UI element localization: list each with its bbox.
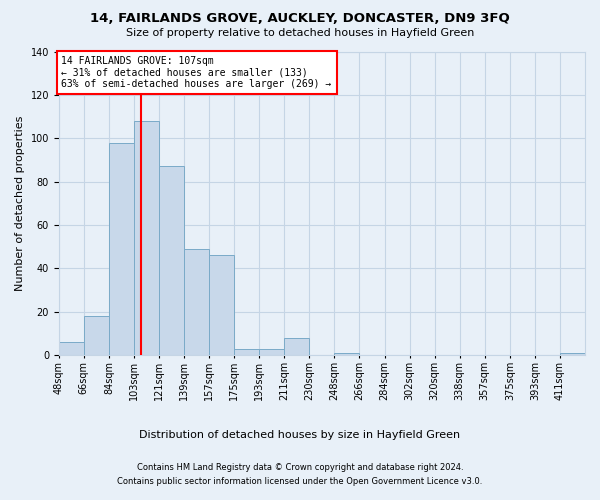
Bar [59, 342, 84, 355]
Bar [284, 338, 310, 355]
Bar [109, 142, 134, 355]
Bar [134, 121, 159, 355]
Bar [84, 316, 109, 355]
Bar [234, 348, 259, 355]
Bar [184, 249, 209, 355]
Text: Contains HM Land Registry data © Crown copyright and database right 2024.: Contains HM Land Registry data © Crown c… [137, 463, 463, 472]
Bar [560, 353, 585, 355]
Text: 14, FAIRLANDS GROVE, AUCKLEY, DONCASTER, DN9 3FQ: 14, FAIRLANDS GROVE, AUCKLEY, DONCASTER,… [90, 12, 510, 26]
Y-axis label: Number of detached properties: Number of detached properties [15, 116, 25, 291]
Text: Size of property relative to detached houses in Hayfield Green: Size of property relative to detached ho… [126, 28, 474, 38]
Text: Distribution of detached houses by size in Hayfield Green: Distribution of detached houses by size … [139, 430, 461, 440]
Bar [334, 353, 359, 355]
Bar [259, 348, 284, 355]
Text: 14 FAIRLANDS GROVE: 107sqm
← 31% of detached houses are smaller (133)
63% of sem: 14 FAIRLANDS GROVE: 107sqm ← 31% of deta… [61, 56, 332, 90]
Bar [209, 256, 234, 355]
Text: Contains public sector information licensed under the Open Government Licence v3: Contains public sector information licen… [118, 476, 482, 486]
Bar [159, 166, 184, 355]
